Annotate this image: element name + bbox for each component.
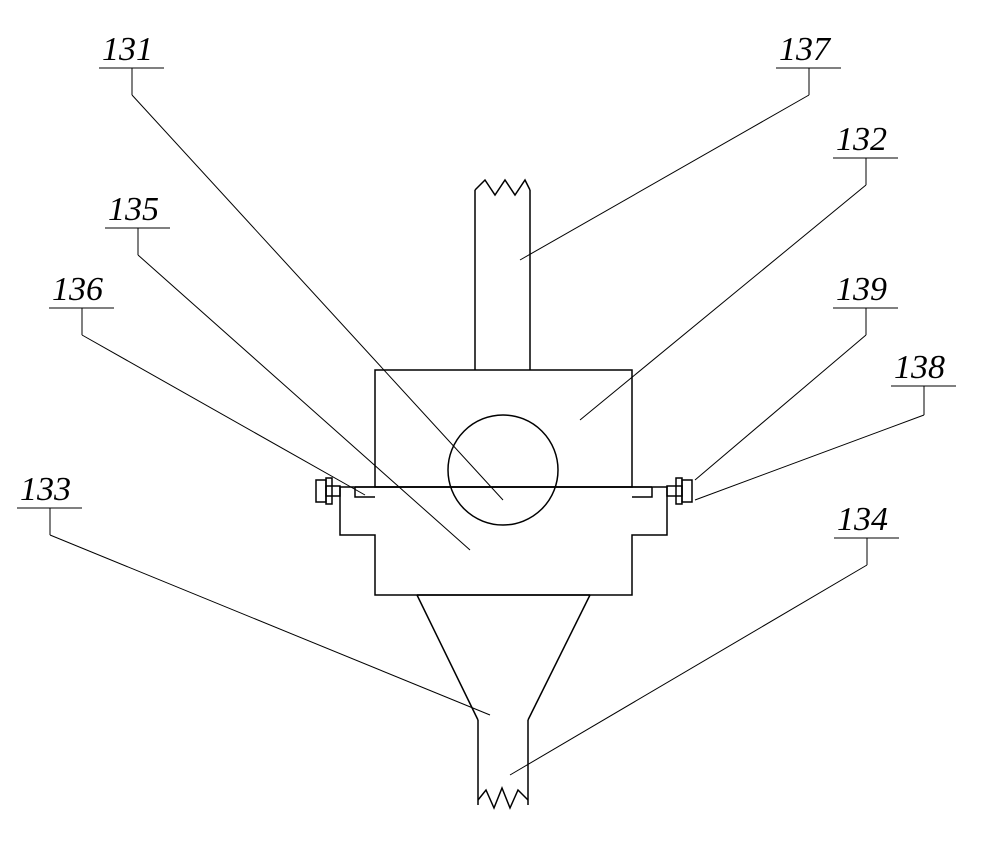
upper-block	[375, 370, 632, 487]
callout-138: 138	[695, 349, 956, 500]
callout-label-135: 135	[108, 191, 159, 228]
callout-131: 131	[99, 31, 503, 500]
shaft-top	[475, 180, 530, 370]
callout-label-139: 139	[836, 271, 887, 308]
callout-label-133: 133	[20, 471, 71, 508]
shaft-bottom	[478, 720, 528, 808]
fastener-left	[316, 478, 340, 504]
callout-label-137: 137	[779, 31, 832, 68]
callout-label-132: 132	[836, 121, 887, 158]
callout-label-136: 136	[52, 271, 103, 308]
callout-133: 133	[17, 471, 490, 715]
lower-block	[340, 487, 667, 595]
callout-label-131: 131	[102, 31, 153, 68]
callout-label-134: 134	[837, 501, 888, 538]
callouts: 131 137 132 135 136 139 138 133 134	[17, 31, 956, 775]
fastener-right	[667, 478, 692, 504]
callout-label-138: 138	[894, 349, 945, 386]
swivel-circle	[448, 415, 558, 525]
callout-139: 139	[695, 271, 898, 480]
mechanical-diagram: 131 137 132 135 136 139 138 133 134	[0, 0, 1000, 843]
cone	[417, 595, 590, 720]
callout-137: 137	[520, 31, 841, 260]
callout-136: 136	[49, 271, 365, 495]
